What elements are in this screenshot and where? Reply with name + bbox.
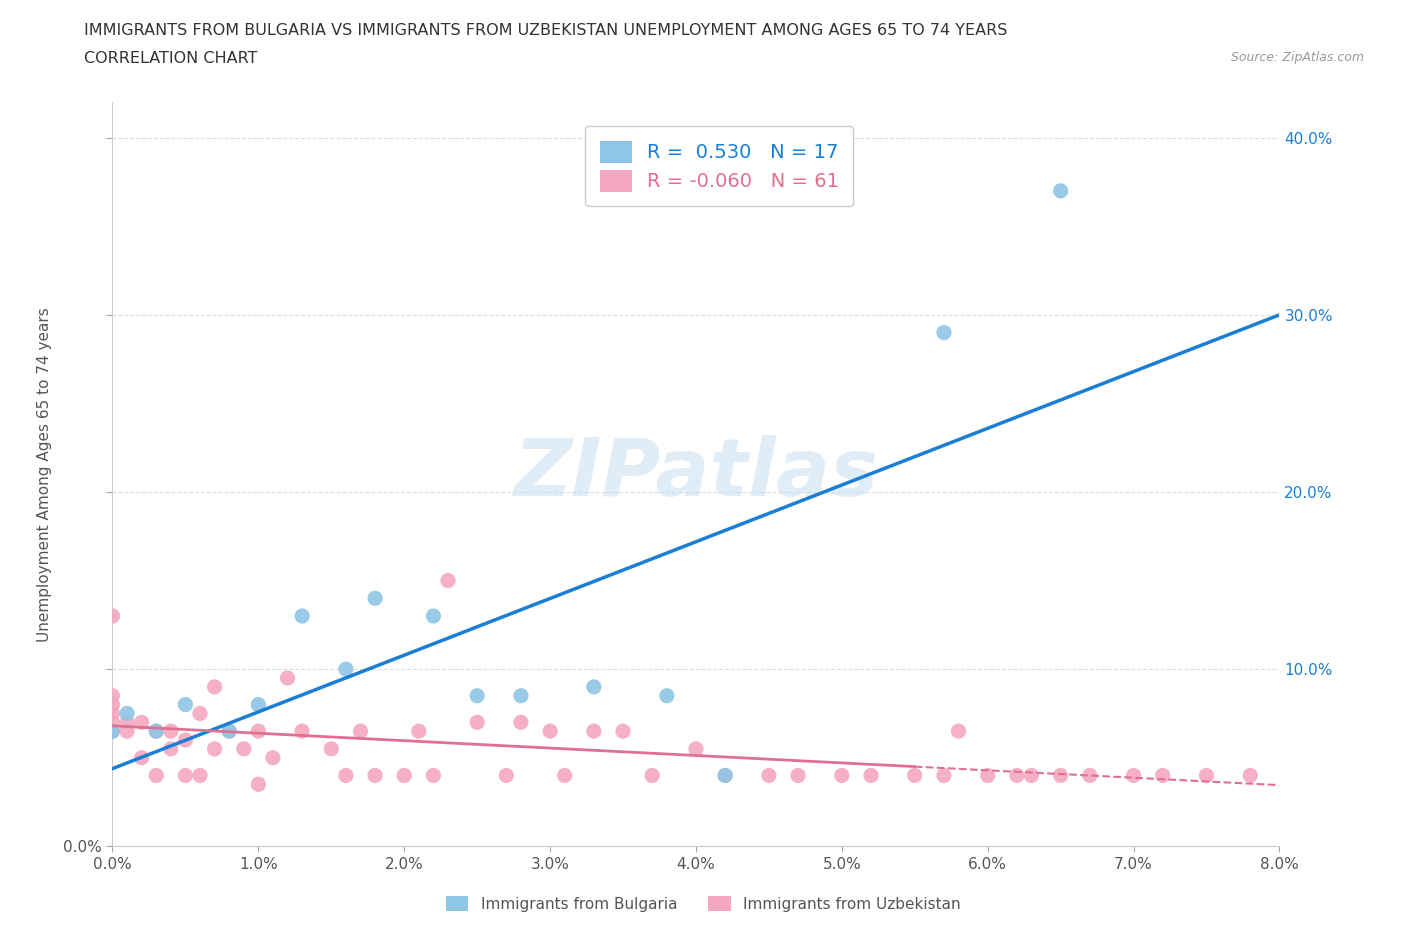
Point xyxy=(932,326,955,340)
Point xyxy=(115,715,138,730)
Point xyxy=(641,768,664,783)
Point xyxy=(291,724,314,738)
Point xyxy=(495,768,517,783)
Point xyxy=(145,724,167,738)
Point xyxy=(145,724,167,738)
Point xyxy=(437,573,460,588)
Point xyxy=(101,724,124,738)
Point xyxy=(188,768,211,783)
Point xyxy=(465,688,488,703)
Point xyxy=(232,741,254,756)
Point xyxy=(948,724,970,738)
Point xyxy=(188,706,211,721)
Point xyxy=(538,724,561,738)
Point xyxy=(859,768,883,783)
Point xyxy=(1195,768,1218,783)
Point xyxy=(465,715,488,730)
Legend: R =  0.530   N = 17, R = -0.060   N = 61: R = 0.530 N = 17, R = -0.060 N = 61 xyxy=(585,126,853,206)
Point xyxy=(655,688,678,703)
Point xyxy=(787,768,810,783)
Point xyxy=(174,768,197,783)
Point xyxy=(160,741,183,756)
Y-axis label: Unemployment Among Ages 65 to 74 years: Unemployment Among Ages 65 to 74 years xyxy=(37,307,52,642)
Point xyxy=(1078,768,1101,783)
Point xyxy=(335,768,357,783)
Point xyxy=(509,715,531,730)
Point xyxy=(976,768,998,783)
Point xyxy=(831,768,853,783)
Point xyxy=(1005,768,1028,783)
Point xyxy=(1122,768,1144,783)
Point xyxy=(321,741,343,756)
Point xyxy=(101,698,124,712)
Point xyxy=(1239,768,1261,783)
Point xyxy=(174,733,197,748)
Text: IMMIGRANTS FROM BULGARIA VS IMMIGRANTS FROM UZBEKISTAN UNEMPLOYMENT AMONG AGES 6: IMMIGRANTS FROM BULGARIA VS IMMIGRANTS F… xyxy=(84,23,1008,38)
Point xyxy=(247,777,270,791)
Point xyxy=(335,662,357,677)
Point xyxy=(714,768,737,783)
Point xyxy=(509,688,531,703)
Point xyxy=(349,724,371,738)
Point xyxy=(115,706,138,721)
Text: ZIPatlas: ZIPatlas xyxy=(513,435,879,513)
Point xyxy=(101,706,124,721)
Point xyxy=(904,768,927,783)
Point xyxy=(115,724,138,738)
Point xyxy=(1049,768,1071,783)
Point xyxy=(218,724,240,738)
Point xyxy=(174,698,197,712)
Point xyxy=(582,724,605,738)
Point xyxy=(204,680,226,695)
Point xyxy=(364,768,387,783)
Point xyxy=(262,751,284,765)
Point xyxy=(160,724,183,738)
Point xyxy=(408,724,430,738)
Point xyxy=(291,608,314,623)
Point xyxy=(1021,768,1043,783)
Point xyxy=(247,724,270,738)
Point xyxy=(612,724,634,738)
Point xyxy=(145,768,167,783)
Point xyxy=(422,608,444,623)
Point xyxy=(204,741,226,756)
Point xyxy=(582,680,605,695)
Point xyxy=(101,688,124,703)
Point xyxy=(685,741,707,756)
Point xyxy=(247,698,270,712)
Point xyxy=(758,768,780,783)
Text: CORRELATION CHART: CORRELATION CHART xyxy=(84,51,257,66)
Point xyxy=(554,768,576,783)
Point xyxy=(932,768,955,783)
Point xyxy=(101,608,124,623)
Legend: Immigrants from Bulgaria, Immigrants from Uzbekistan: Immigrants from Bulgaria, Immigrants fro… xyxy=(440,889,966,918)
Point xyxy=(131,715,153,730)
Point xyxy=(131,751,153,765)
Point xyxy=(101,715,124,730)
Point xyxy=(394,768,416,783)
Point xyxy=(1049,183,1071,198)
Point xyxy=(218,724,240,738)
Point xyxy=(714,768,737,783)
Text: Source: ZipAtlas.com: Source: ZipAtlas.com xyxy=(1230,51,1364,64)
Point xyxy=(364,591,387,605)
Point xyxy=(276,671,298,685)
Point xyxy=(422,768,444,783)
Point xyxy=(1152,768,1174,783)
Point xyxy=(101,724,124,738)
